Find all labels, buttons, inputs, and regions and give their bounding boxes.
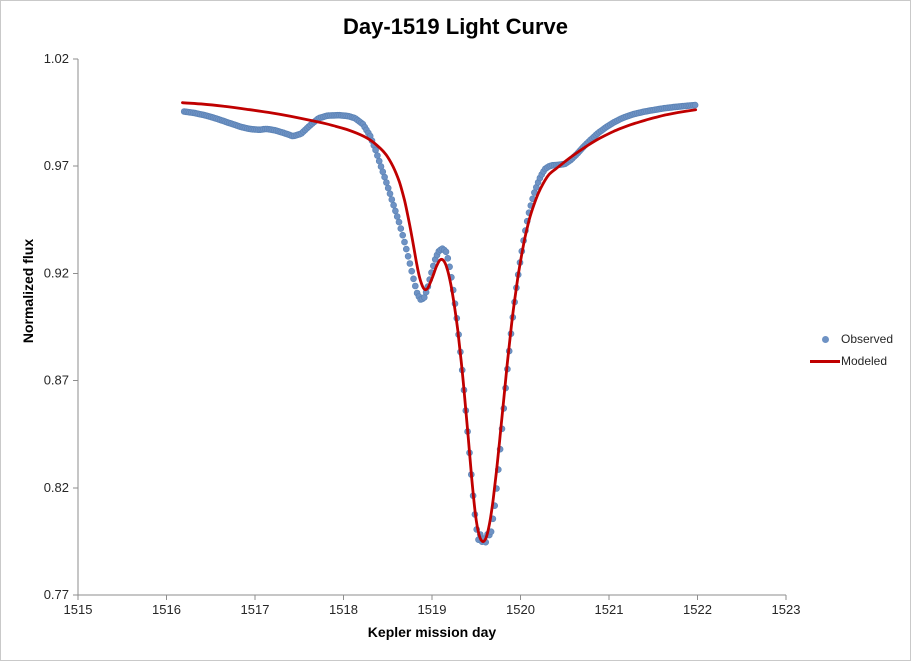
observed-point: [388, 196, 396, 203]
modeled-line-icon: [810, 359, 840, 363]
x-tick-label: 1518: [329, 602, 358, 617]
observed-point: [404, 253, 412, 260]
y-tick-label: 0.92: [44, 265, 69, 280]
observed-point: [393, 213, 401, 220]
legend-item-modeled: Modeled: [809, 350, 893, 372]
observed-point: [374, 152, 381, 159]
x-tick-label: 1515: [64, 602, 93, 617]
x-tick-label: 1521: [595, 602, 624, 617]
x-tick-label: 1523: [772, 602, 801, 617]
tick-labels: 1515 1516 1517 1518 1519 1520 1521 1522 1523 0.77…: [44, 51, 801, 617]
observed-point: [395, 218, 403, 226]
observed-point: [384, 184, 392, 192]
observed-point: [392, 207, 399, 215]
legend: Observed Modeled: [809, 328, 893, 372]
observed-point: [402, 245, 410, 253]
y-tick-label: 1.02: [44, 51, 69, 66]
y-tick-label: 0.87: [44, 373, 69, 388]
observed-marker-icon: [821, 335, 829, 343]
legend-label-modeled: Modeled: [841, 354, 888, 368]
x-tick-label: 1522: [683, 602, 712, 617]
x-tick-label: 1519: [418, 602, 447, 617]
x-tick-label: 1517: [241, 602, 270, 617]
observed-point: [442, 248, 450, 256]
x-tick-label: 1520: [506, 602, 535, 617]
observed-point: [375, 157, 383, 165]
legend-label-observed: Observed: [841, 332, 894, 346]
observed-point: [390, 201, 397, 209]
y-tick-label: 0.77: [44, 587, 69, 602]
observed-point: [444, 254, 452, 262]
axes: [73, 58, 787, 600]
observed-point: [411, 282, 419, 290]
y-axis-title: Normalized flux: [20, 238, 36, 344]
observed-point: [372, 146, 379, 154]
legend-marker-cell: [809, 359, 841, 363]
observed-point: [410, 275, 417, 283]
observed-point: [381, 173, 388, 181]
legend-item-observed: Observed: [809, 328, 893, 350]
observed-point: [386, 190, 394, 197]
observed-point: [397, 225, 405, 232]
observed-point: [408, 267, 416, 275]
x-tick-label: 1516: [152, 602, 181, 617]
observed-point: [399, 231, 407, 239]
legend-marker-cell: [809, 335, 841, 343]
observed-point: [383, 179, 390, 186]
chart-title: Day-1519 Light Curve: [343, 14, 568, 39]
x-axis-title: Kepler mission day: [367, 624, 497, 640]
y-tick-label: 0.97: [44, 158, 69, 173]
observed-point: [401, 238, 408, 246]
observed-series: [180, 101, 699, 546]
modeled-series: [181, 101, 698, 543]
observed-point: [406, 260, 414, 267]
y-tick-label: 0.82: [44, 480, 69, 495]
observed-point: [691, 101, 699, 109]
